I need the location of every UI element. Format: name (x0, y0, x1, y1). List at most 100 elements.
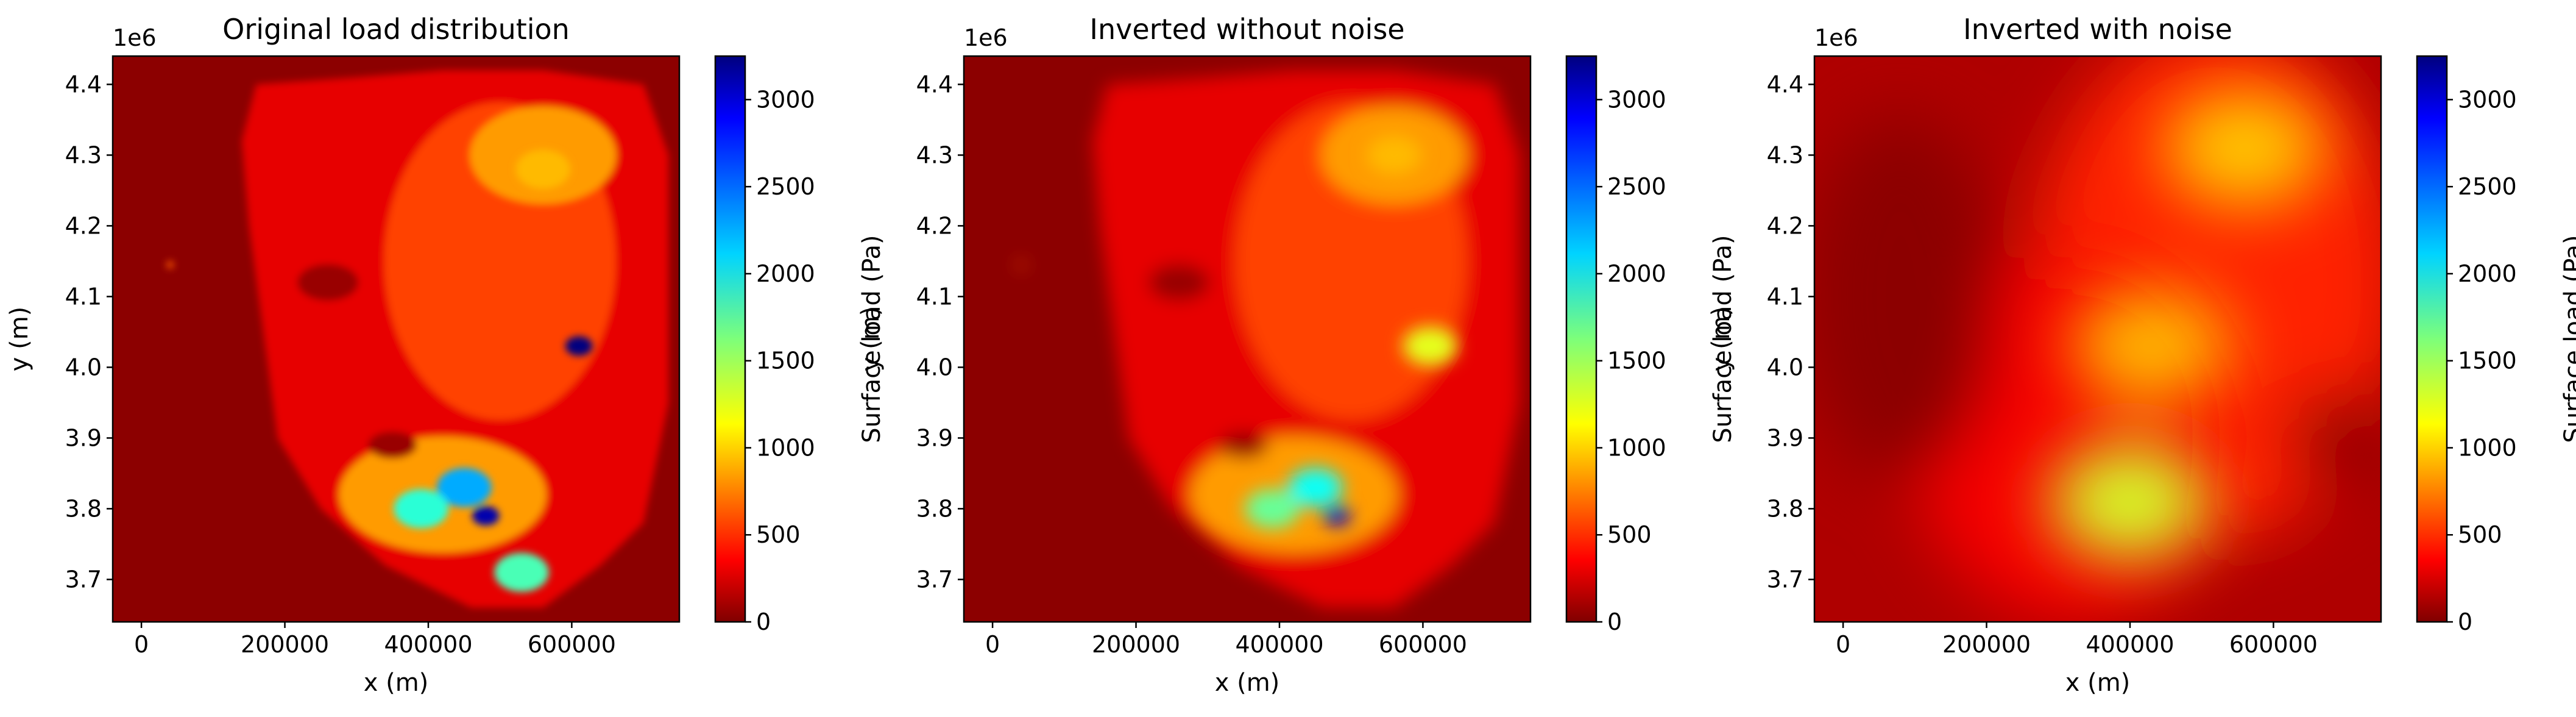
region-shape (1814, 113, 1998, 480)
colorbar-tick-label: 3000 (2458, 86, 2517, 113)
y-tick-label: 3.7 (1767, 566, 1803, 593)
hot-spot (565, 336, 593, 356)
axes-frame (111, 55, 681, 623)
heatmap-field (964, 56, 1530, 622)
y-tick-label: 4.0 (916, 354, 953, 380)
y-tick-label: 3.7 (65, 566, 102, 593)
heatmap-field (113, 56, 679, 622)
x-tick-label: 600000 (1379, 631, 1467, 658)
colorbar-tick-label: 1000 (1607, 434, 1666, 461)
y-tick-label: 4.4 (916, 71, 953, 98)
colorbar (1565, 55, 1598, 623)
hot-spot (394, 489, 449, 529)
y-offset-label: 1e6 (1814, 24, 1858, 51)
colorbar-tick-label: 500 (2458, 521, 2502, 548)
region-shape (1017, 261, 1025, 269)
axes-frame (963, 55, 1532, 623)
y-tick-label: 3.9 (1767, 424, 1803, 451)
colorbar-tick-label: 1000 (2458, 434, 2517, 461)
colorbar-tick-label: 500 (1607, 521, 1652, 548)
y-tick-label: 4.2 (1767, 212, 1803, 239)
y-tick-label: 4.4 (65, 71, 102, 98)
x-tick-label: 200000 (1092, 631, 1180, 658)
hot-spot (494, 552, 549, 592)
axes-frame (1813, 55, 2382, 623)
y-tick-label: 3.8 (916, 495, 953, 522)
hot-spots (2048, 90, 2326, 560)
colorbar-label: Surface load (Pa) (858, 235, 886, 443)
hot-spot (2164, 90, 2326, 206)
x-axis-label: x (m) (364, 669, 429, 697)
hot-spot (1323, 506, 1351, 526)
hot-spots (394, 149, 593, 592)
region-shape (1219, 432, 1269, 458)
region-shape (2289, 389, 2381, 487)
colorbar (2416, 55, 2448, 623)
colorbar-tick-label: 0 (1607, 608, 1622, 635)
y-axis-label: y (m) (857, 307, 885, 372)
colorbar-tick-label: 1500 (2458, 348, 2517, 374)
colorbar-tick-label: 1500 (1607, 348, 1666, 374)
x-tick-label: 400000 (384, 631, 472, 658)
colorbar-tick-label: 0 (756, 608, 771, 635)
y-tick-label: 4.3 (916, 141, 953, 168)
panel-2: 0 200000 400000 600000 3.7 3.8 3.9 4.0 4.1 4.2 4.3… (857, 13, 1737, 697)
region-shape (1148, 264, 1210, 301)
chart-title: Original load distribution (222, 13, 570, 46)
heatmap-field (1814, 56, 2381, 622)
x-tick-label: 200000 (1942, 631, 2031, 658)
colorbar-tick-label: 2500 (2458, 173, 2517, 200)
x-tick-label: 600000 (528, 631, 616, 658)
panel-3: 0 200000 400000 600000 3.7 3.8 3.9 4.0 4.1 4.2 4.3… (1707, 13, 2576, 697)
colorbar-tick-label: 3000 (1607, 86, 1666, 113)
chart-title: Inverted with noise (1963, 13, 2232, 46)
y-tick-label: 4.3 (65, 141, 102, 168)
colorbar-tick-label: 2000 (756, 260, 815, 287)
colorbar-tick-label: 2500 (1607, 173, 1666, 200)
hot-spots (1245, 135, 1457, 529)
y-axis-label: y (m) (5, 307, 34, 372)
y-tick-label: 4.2 (916, 212, 953, 239)
y-tick-label: 4.1 (1767, 283, 1803, 310)
y-tick-label: 3.9 (916, 424, 953, 451)
hot-spot (1245, 489, 1300, 529)
y-tick-label: 4.0 (1767, 354, 1803, 380)
y-tick-label: 3.7 (916, 566, 953, 593)
x-axis-label: x (m) (1215, 669, 1280, 697)
y-offset-label: 1e6 (113, 24, 157, 51)
colorbar-label: Surface load (Pa) (2560, 235, 2576, 443)
hot-spot (515, 149, 571, 189)
chart-title: Inverted without noise (1089, 13, 1404, 46)
x-tick-label: 400000 (1235, 631, 1323, 658)
y-tick-label: 4.4 (1767, 71, 1803, 98)
hot-spot (1403, 326, 1457, 366)
colorbar (714, 55, 746, 623)
y-axis-label: y (m) (1707, 307, 1735, 372)
colorbar-tick-label: 2500 (756, 173, 815, 200)
colorbar-tick-label: 500 (756, 521, 801, 548)
y-tick-label: 4.0 (65, 354, 102, 380)
colorbar-tick-label: 2000 (2458, 260, 2517, 287)
y-tick-label: 3.8 (1767, 495, 1803, 522)
colorbar-tick-label: 1500 (756, 348, 815, 374)
x-tick-label: 0 (985, 631, 1000, 658)
y-tick-label: 4.1 (916, 283, 953, 310)
hot-spot (2070, 288, 2233, 404)
y-tick-label: 4.2 (65, 212, 102, 239)
colorbar-label: Surface load (Pa) (1709, 235, 1737, 443)
y-tick-label: 3.8 (65, 495, 102, 522)
y-offset-label: 1e6 (964, 24, 1008, 51)
hot-spot (1288, 468, 1343, 507)
y-tick-label: 4.1 (65, 283, 102, 310)
region-shape (368, 432, 417, 458)
y-tick-label: 4.3 (1767, 141, 1803, 168)
y-tick-label: 3.9 (65, 424, 102, 451)
region-shape (166, 261, 174, 269)
hot-spot (1367, 135, 1422, 175)
region-shape (297, 264, 359, 301)
x-tick-label: 200000 (241, 631, 329, 658)
hot-spot (437, 468, 492, 507)
colorbar-tick-label: 2000 (1607, 260, 1666, 287)
